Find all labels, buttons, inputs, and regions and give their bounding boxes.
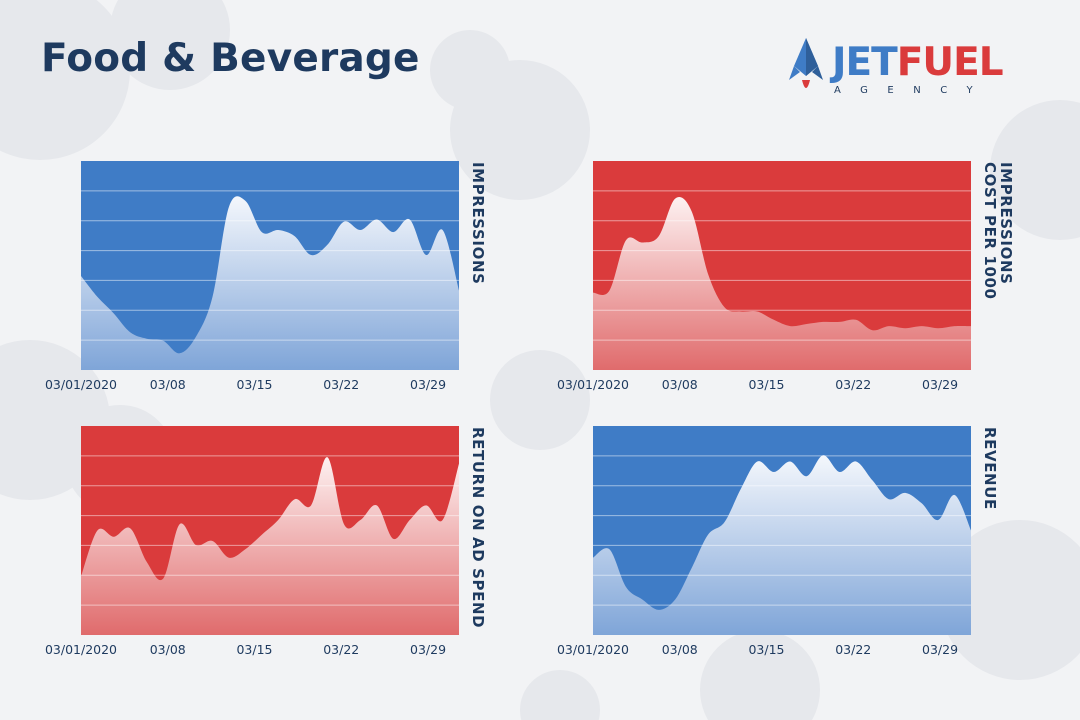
- x-tick-label: 03/08: [662, 377, 698, 392]
- return-on-ad-spend-chart: 03/01/2020 03/08 03/15 03/22 03/29 RETURN ON …: [45, 426, 487, 657]
- x-tick-label: 03/22: [835, 377, 871, 392]
- x-tick-label: 03/01/2020: [45, 642, 117, 657]
- x-tick-label: 03/29: [922, 642, 958, 657]
- revenue-chart: 03/01/2020 03/08 03/15 03/22 03/29 REVENUE: [557, 426, 999, 657]
- area-series: [81, 196, 459, 370]
- rocket-icon: [789, 38, 823, 88]
- impressions-chart: 03/01/2020 03/08 03/15 03/22 03/29 IMPRESSION…: [45, 161, 487, 392]
- x-tick-label: 03/22: [835, 642, 871, 657]
- logo-word-jet: JET: [832, 40, 898, 85]
- axis-label: IMPRESSIONS: [997, 162, 1015, 285]
- x-tick-label: 03/22: [323, 377, 359, 392]
- axis-label: REVENUE: [981, 427, 999, 510]
- x-tick-label: 03/22: [323, 642, 359, 657]
- x-tick-label: 03/01/2020: [557, 377, 629, 392]
- x-tick-label: 03/15: [748, 642, 784, 657]
- x-tick-label: 03/01/2020: [45, 377, 117, 392]
- x-tick-label: 03/08: [150, 377, 186, 392]
- jetfuel-logo: JETFUEL AGENCY: [788, 36, 1048, 100]
- logo-subtitle: AGENCY: [834, 85, 993, 96]
- area-series: [593, 197, 971, 370]
- logo-wordmark: JETFUEL: [832, 40, 1004, 85]
- x-tick-label: 03/01/2020: [557, 642, 629, 657]
- page-title: Food & Beverage: [41, 36, 420, 81]
- x-tick-label: 03/29: [410, 642, 446, 657]
- axis-label: RETURN ON AD SPEND: [469, 427, 487, 628]
- x-tick-label: 03/29: [922, 377, 958, 392]
- cost-per-1000-impressions-chart: 03/01/2020 03/08 03/15 03/22 03/29 COST PER 1…: [557, 161, 1015, 392]
- x-tick-label: 03/15: [748, 377, 784, 392]
- x-tick-label: 03/08: [662, 642, 698, 657]
- x-tick-label: 03/15: [236, 642, 272, 657]
- x-tick-label: 03/08: [150, 642, 186, 657]
- logo-word-fuel: FUEL: [896, 40, 1004, 85]
- axis-label: COST PER 1000: [981, 162, 999, 300]
- x-tick-label: 03/15: [236, 377, 272, 392]
- x-tick-label: 03/29: [410, 377, 446, 392]
- axis-label: IMPRESSIONS: [469, 162, 487, 285]
- area-series: [81, 457, 459, 635]
